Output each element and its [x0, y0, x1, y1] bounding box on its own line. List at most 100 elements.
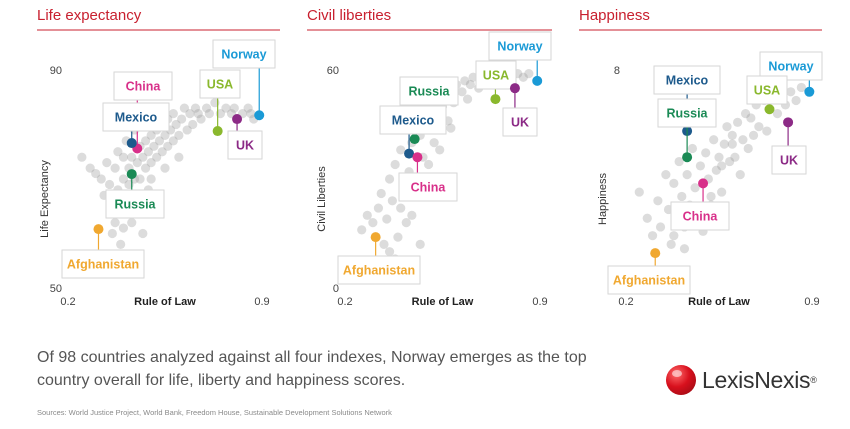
logo-registered-mark: ® — [810, 375, 817, 385]
country-label-afghanistan: Afghanistan — [343, 264, 415, 278]
data-point — [666, 239, 676, 249]
data-point — [171, 119, 181, 130]
x-tick-label: 0.9 — [254, 296, 269, 308]
data-point — [396, 203, 406, 213]
country-label-norway: Norway — [497, 40, 542, 54]
data-point — [524, 69, 534, 79]
highlight-point-usa — [212, 126, 223, 137]
callout-box — [399, 76, 459, 106]
data-point — [110, 163, 120, 173]
data-point — [423, 159, 434, 170]
data-point — [677, 191, 687, 202]
data-point — [719, 139, 729, 149]
data-point — [201, 103, 212, 113]
data-point — [168, 109, 178, 119]
data-point — [796, 82, 806, 93]
data-point — [382, 214, 392, 224]
highlight-point-norway — [254, 110, 265, 121]
data-point — [717, 187, 727, 197]
callout-box — [475, 60, 517, 90]
data-point — [695, 161, 706, 171]
highlight-point-uk — [232, 114, 243, 125]
data-point — [714, 152, 724, 162]
country-label-norway: Norway — [768, 60, 813, 74]
x-tick-label: 0.9 — [532, 296, 547, 308]
y-axis-label: Civil Liberties — [316, 166, 328, 232]
data-point — [655, 222, 666, 232]
country-label-uk: UK — [236, 139, 254, 153]
y-axis-label: Life Expectancy — [39, 160, 51, 238]
data-point — [182, 125, 192, 135]
data-point — [168, 136, 178, 146]
data-point — [379, 239, 389, 249]
data-point — [730, 152, 740, 162]
data-point — [149, 141, 159, 151]
data-point — [146, 130, 156, 140]
data-point — [229, 103, 239, 113]
data-point — [141, 136, 151, 146]
country-label-usa: USA — [754, 84, 780, 98]
callout-box — [105, 189, 165, 219]
highlight-point-uk — [509, 83, 520, 94]
data-point — [154, 136, 165, 146]
data-point — [185, 109, 195, 119]
highlight-point-uk — [783, 117, 794, 128]
data-point — [104, 179, 115, 190]
data-point — [384, 247, 395, 257]
data-point — [748, 130, 759, 140]
data-point — [717, 161, 727, 171]
country-label-afghanistan: Afghanistan — [67, 258, 139, 272]
data-point — [157, 147, 167, 157]
highlight-point-russia — [126, 169, 137, 180]
data-point — [127, 152, 137, 162]
data-point — [682, 170, 692, 180]
highlight-point-usa — [490, 94, 501, 105]
data-point — [415, 239, 425, 249]
data-point — [179, 103, 189, 113]
chart-title: Happiness — [579, 7, 650, 24]
data-point — [85, 163, 95, 173]
data-point — [661, 170, 671, 180]
data-point — [435, 145, 445, 155]
data-point — [518, 72, 528, 82]
data-point — [110, 218, 120, 228]
data-point — [709, 135, 719, 145]
country-label-russia: Russia — [115, 198, 157, 212]
callout-box — [670, 201, 730, 231]
country-label-uk: UK — [511, 116, 529, 130]
data-point — [669, 178, 679, 188]
y-tick-label: 8 — [614, 65, 620, 77]
highlight-point-china — [698, 178, 709, 189]
country-label-russia: Russia — [667, 107, 709, 121]
data-point — [465, 79, 475, 90]
data-point — [146, 158, 156, 168]
data-point — [188, 119, 198, 130]
sources-note: Sources: World Justice Project, World Ba… — [37, 408, 392, 417]
data-point — [390, 159, 400, 170]
data-point — [653, 196, 663, 206]
data-point — [357, 225, 367, 235]
data-point — [674, 156, 684, 167]
data-point — [393, 232, 403, 242]
highlight-point-norway — [532, 75, 543, 86]
data-point — [746, 113, 756, 123]
data-point — [772, 109, 783, 119]
data-point — [368, 218, 378, 228]
data-point — [733, 117, 743, 127]
y-tick-label: 0 — [333, 283, 339, 295]
highlight-point-russia — [409, 134, 420, 145]
data-point — [706, 191, 716, 202]
data-point — [160, 130, 170, 140]
y-tick-label: 60 — [327, 65, 339, 77]
data-point — [735, 170, 745, 180]
data-point — [373, 203, 384, 213]
data-point — [152, 152, 162, 162]
data-point — [457, 87, 467, 97]
lexisnexis-logo: LexisNexis ® — [666, 364, 817, 396]
data-point — [77, 152, 87, 162]
data-point — [762, 126, 772, 136]
country-label-uk: UK — [780, 154, 798, 168]
highlight-point-china — [412, 152, 423, 163]
data-point — [642, 213, 652, 223]
data-point — [740, 109, 751, 119]
